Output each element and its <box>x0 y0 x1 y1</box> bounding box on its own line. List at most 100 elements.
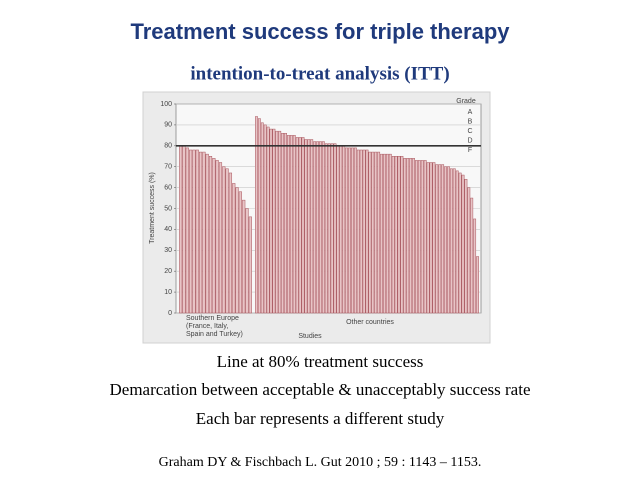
bar <box>336 145 340 314</box>
bar <box>218 162 223 314</box>
group-label: (France, Italy, <box>186 323 228 330</box>
bar <box>374 151 378 314</box>
bar <box>301 137 305 314</box>
bar <box>298 137 302 314</box>
bar <box>287 135 290 314</box>
bar <box>316 141 319 314</box>
y-tick-label: 30 <box>164 247 172 254</box>
bar <box>380 153 383 314</box>
bar <box>255 116 258 314</box>
bar <box>235 187 239 314</box>
bar <box>476 256 479 314</box>
bar <box>345 147 349 314</box>
bar <box>406 158 410 314</box>
y-tick-label: 60 <box>164 184 172 191</box>
bar <box>208 156 213 314</box>
bar <box>313 141 317 314</box>
bar <box>257 118 261 314</box>
grade-label: A <box>468 109 473 116</box>
bar <box>473 218 477 314</box>
bar <box>228 172 233 314</box>
bar <box>415 160 418 314</box>
bar <box>185 147 189 314</box>
grade-label: F <box>468 147 472 154</box>
bar <box>260 122 264 314</box>
bar <box>222 166 226 314</box>
bar <box>362 149 366 314</box>
bar <box>242 199 246 314</box>
bar <box>295 137 299 314</box>
bar <box>461 174 465 314</box>
bar <box>409 158 413 314</box>
bar <box>238 191 242 314</box>
bar <box>351 147 354 314</box>
bar <box>319 141 322 314</box>
bar <box>383 153 386 314</box>
y-tick-label: 40 <box>164 226 172 233</box>
bar <box>441 164 445 314</box>
bar <box>458 172 462 314</box>
bar <box>333 143 337 314</box>
bar <box>432 162 436 314</box>
bar <box>371 151 375 314</box>
y-tick-label: 100 <box>160 101 172 108</box>
bar <box>281 133 285 314</box>
bar <box>195 149 199 314</box>
bar <box>423 160 427 314</box>
bar <box>339 145 343 314</box>
bar <box>464 178 468 314</box>
grade-title: Grade <box>456 98 476 105</box>
bar <box>452 168 456 314</box>
bar <box>444 166 447 314</box>
bar <box>417 160 421 314</box>
bar <box>455 170 459 314</box>
bar <box>420 160 424 314</box>
group-label: Southern Europe <box>186 315 239 322</box>
bar <box>212 158 216 314</box>
bar <box>275 130 279 314</box>
bar <box>232 183 236 314</box>
bar <box>467 187 471 314</box>
y-tick-label: 90 <box>164 122 172 129</box>
bar <box>321 141 325 314</box>
bar <box>348 147 351 314</box>
note: Line at 80% treatment success <box>217 352 424 371</box>
bar <box>205 153 209 314</box>
bar <box>385 153 389 314</box>
bar <box>289 135 293 314</box>
bar <box>377 151 381 314</box>
y-tick-label: 0 <box>168 310 172 317</box>
bar <box>400 156 404 314</box>
group-label: Spain and Turkey) <box>186 331 243 338</box>
bar <box>324 143 328 314</box>
bar <box>388 153 392 314</box>
grade-label: C <box>467 128 472 135</box>
group-label: Other countries <box>346 319 394 326</box>
y-tick-label: 50 <box>164 205 172 212</box>
bar <box>198 151 203 314</box>
bar <box>263 124 267 314</box>
bar <box>394 156 398 314</box>
citation: Graham DY & Fischbach L. Gut 2010 ; 59 :… <box>159 455 482 470</box>
bar <box>269 128 273 314</box>
note: Each bar represents a different study <box>196 409 445 428</box>
bar <box>310 139 314 314</box>
bar <box>179 145 183 314</box>
y-tick-label: 70 <box>164 164 172 171</box>
x-axis-label: Studies <box>298 333 322 340</box>
bar <box>397 156 401 314</box>
bar <box>449 168 453 314</box>
bar <box>353 147 357 314</box>
bar <box>359 149 363 314</box>
bar <box>412 158 415 314</box>
bar <box>266 126 270 314</box>
bar <box>368 151 372 314</box>
bar <box>426 162 430 314</box>
bar <box>327 143 331 314</box>
bar <box>391 156 395 314</box>
bar <box>225 168 229 314</box>
bar <box>403 158 407 314</box>
note: Demarcation between acceptable & unaccep… <box>110 380 531 399</box>
subtitle: intention-to-treat analysis (ITT) <box>190 63 449 84</box>
bar <box>330 143 334 314</box>
